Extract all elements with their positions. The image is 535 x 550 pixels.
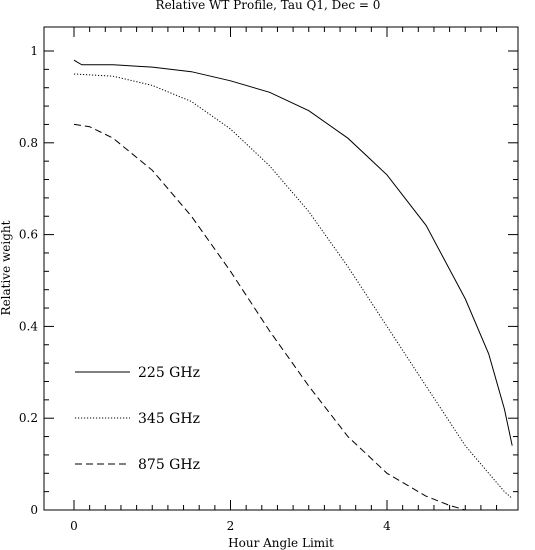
legend-label: 225 GHz — [138, 365, 200, 381]
y-tick-label: 0.2 — [19, 411, 38, 425]
x-tick-label: 4 — [383, 519, 391, 533]
series-line-225-ghz — [73, 59, 513, 446]
x-axis-label: Hour Angle Limit — [228, 536, 334, 550]
tick-labels: 0 2 4 0 0.2 0.4 0.6 0.8 1 — [19, 44, 391, 533]
y-tick-label: 0.4 — [19, 319, 38, 333]
x-tick-label: 2 — [227, 519, 235, 533]
y-axis-label: Relative weight — [0, 220, 13, 315]
series-lines — [73, 59, 513, 511]
series-line-875-ghz — [73, 123, 466, 511]
legend: 225 GHz 345 GHz 875 GHz — [75, 365, 200, 473]
legend-label: 345 GHz — [138, 411, 200, 427]
legend-label: 875 GHz — [138, 457, 200, 473]
y-tick-label: 1 — [30, 44, 38, 58]
y-tick-label: 0.6 — [19, 228, 38, 242]
plot-frame — [43, 26, 519, 511]
chart-title: Relative WT Profile, Tau Q1, Dec = 0 — [156, 0, 381, 12]
y-tick-label: 0 — [30, 503, 38, 517]
series-line-345-ghz — [73, 73, 513, 499]
x-tick-label: 0 — [70, 519, 78, 533]
tick-marks — [44, 27, 518, 510]
y-tick-label: 0.8 — [19, 136, 38, 150]
